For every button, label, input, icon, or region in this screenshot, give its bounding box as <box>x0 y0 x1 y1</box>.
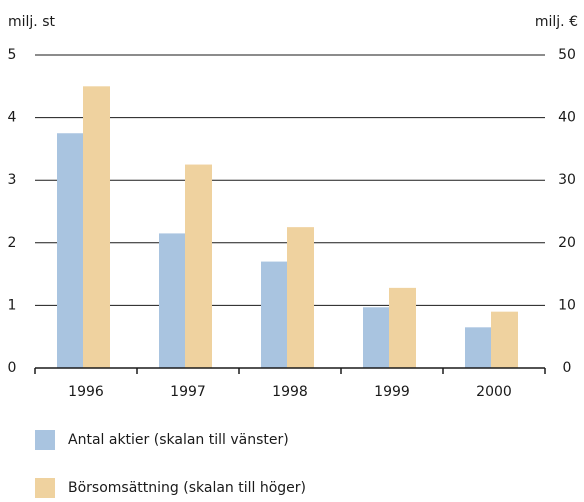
x-tick-label: 1999 <box>374 384 410 400</box>
bar <box>363 307 390 368</box>
x-tick-label: 1997 <box>170 384 206 400</box>
bar <box>287 227 314 368</box>
bar <box>465 327 492 368</box>
legend-swatch <box>35 430 55 450</box>
y2-tick-label: 30 <box>558 172 576 188</box>
y2-tick-label: 40 <box>558 110 576 126</box>
y-tick-label: 4 <box>8 110 17 126</box>
bar <box>261 261 288 368</box>
bar <box>185 164 212 368</box>
x-tick-label: 1996 <box>68 384 104 400</box>
y2-axis-label: milj. € <box>535 14 578 30</box>
bar <box>57 133 84 368</box>
y2-tick-label: 50 <box>558 47 576 63</box>
y2-tick-label: 20 <box>558 235 576 251</box>
y-axis-label: milj. st <box>8 14 56 30</box>
y2-tick-label: 10 <box>558 297 576 313</box>
y-tick-label: 3 <box>8 172 17 188</box>
y-tick-label: 1 <box>8 297 17 313</box>
legend-label: Antal aktier (skalan till vänster) <box>68 432 289 448</box>
legend-label: Börsomsättning (skalan till höger) <box>68 480 306 496</box>
y-tick-label: 2 <box>8 235 17 251</box>
bar <box>389 287 416 368</box>
y-tick-label: 5 <box>8 47 17 63</box>
legend-swatch <box>35 478 55 498</box>
y-tick-label: 0 <box>8 360 17 376</box>
x-tick-label: 2000 <box>476 384 512 400</box>
bar <box>491 311 518 368</box>
y2-tick-label: 0 <box>563 360 572 376</box>
bar <box>159 233 186 368</box>
x-tick-label: 1998 <box>272 384 308 400</box>
bar <box>83 86 110 369</box>
